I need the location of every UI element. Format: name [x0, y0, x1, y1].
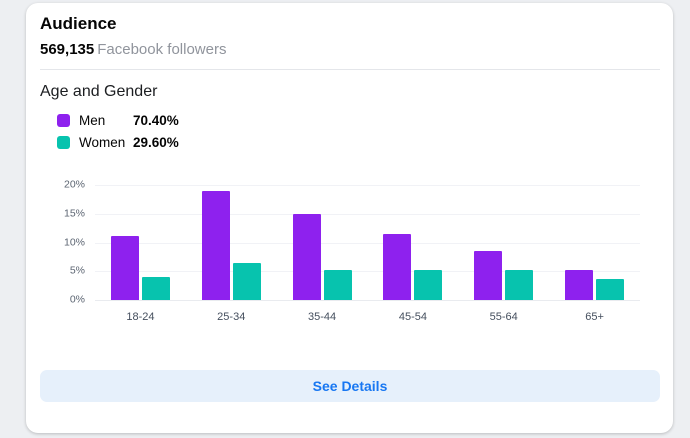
see-details-button[interactable]: See Details: [40, 370, 660, 402]
audience-card: Audience 569,135 Facebook followers Age a…: [26, 3, 673, 433]
followers-count: 569,135: [40, 41, 95, 58]
x-axis: 18-24 25-34 35-44 45-54 55-64 65+: [95, 311, 640, 323]
bar-group-55-64: [458, 185, 549, 300]
y-tick-label: 5%: [69, 264, 85, 277]
bar-groups: [95, 185, 640, 300]
legend-label-men: Men: [79, 112, 106, 128]
x-tick-label: 65+: [585, 311, 604, 323]
gridline: [95, 271, 640, 273]
bar-men-55-64: [474, 250, 503, 300]
bar-men-45-54: [383, 233, 412, 300]
bar-women-25-34: [232, 263, 261, 300]
bar-men-35-44: [292, 214, 321, 300]
legend-label-women: Women: [79, 134, 126, 150]
women-color-swatch: [57, 135, 70, 149]
bar-group-18-24: [95, 185, 186, 300]
card-header: Audience 569,135 Facebook followers: [40, 13, 660, 59]
x-tick-label: 25-34: [217, 311, 246, 323]
bar-group-65+: [549, 185, 640, 300]
bar-women-35-44: [323, 270, 352, 300]
bar-group-35-44: [277, 185, 368, 300]
gridline: [95, 185, 640, 186]
y-tick-label: 10%: [63, 236, 85, 248]
y-tick-label: 20%: [63, 178, 85, 191]
bar-group-25-34: [186, 185, 277, 300]
bar-women-65+: [596, 279, 625, 300]
header-divider: [40, 69, 660, 70]
y-tick-label: 0%: [69, 293, 85, 306]
men-color-swatch: [57, 113, 70, 127]
bar-men-25-34: [201, 191, 230, 300]
followers-summary: 569,135 Facebook followers: [40, 40, 660, 59]
bar-group-45-54: [367, 185, 458, 300]
gridline: [95, 213, 640, 215]
legend-value-men: 70.40%: [133, 112, 179, 128]
gridline: [95, 242, 640, 244]
age-gender-bar-chart: 0% 5% 10% 15% 20% 18-24 25-34 35-44 45-54 55-64 6…: [40, 179, 640, 335]
bar-women-45-54: [414, 270, 443, 300]
section-title: Age and Gender: [40, 83, 158, 100]
gridline: [95, 300, 640, 301]
legend-item-men: Men 70.40%: [57, 109, 179, 131]
x-tick-label: 45-54: [398, 311, 427, 323]
y-tick-label: 15%: [63, 207, 85, 220]
page-title: Audience: [40, 14, 117, 33]
x-tick-label: 18-24: [126, 311, 155, 323]
x-tick-label: 55-64: [489, 311, 518, 323]
x-tick-label: 35-44: [308, 311, 337, 323]
legend-item-women: Women 29.60%: [57, 131, 179, 153]
bar-men-65+: [565, 269, 594, 300]
legend-value-women: 29.60%: [133, 134, 179, 150]
chart-legend: Men 70.40% Women 29.60%: [57, 109, 179, 153]
bar-women-55-64: [505, 270, 534, 300]
chart-grid: [95, 185, 640, 301]
bar-men-18-24: [110, 235, 139, 300]
followers-label: Facebook followers: [97, 41, 227, 58]
bar-women-18-24: [141, 277, 170, 300]
